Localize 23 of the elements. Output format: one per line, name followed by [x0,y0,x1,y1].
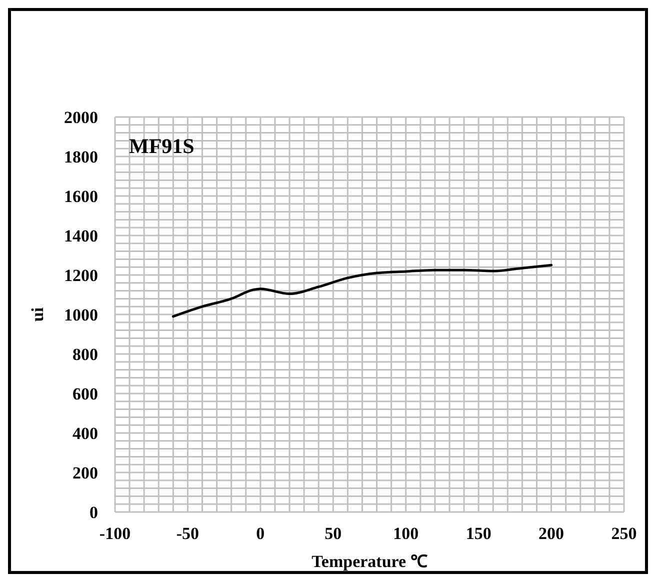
y-tick-label: 1800 [64,148,98,166]
y-tick-label: 2000 [64,108,98,127]
y-tick-label: 1400 [64,226,98,246]
annotation: MF91S [129,134,194,158]
x-tick-label: 200 [538,524,564,543]
x-tick-label: 50 [324,524,342,543]
y-tick-label: 1200 [64,266,98,285]
y-axis-title: ui [28,307,47,322]
x-tick-label: -100 [99,524,131,543]
line-series [172,264,553,318]
y-tick-label: 1000 [64,306,98,324]
x-tick-label: 100 [393,524,419,543]
x-axis-title: Temperature ℃ [312,552,428,571]
y-tick-label: 0 [90,503,98,522]
y-tick-label: 600 [72,384,98,404]
y-tick-label: 800 [72,345,98,364]
y-tick-label: 1600 [64,187,98,206]
x-tick-label: -50 [176,524,200,543]
y-tick-label: 400 [72,424,98,443]
x-tick-label: 250 [611,524,637,543]
y-tick-label: 200 [72,464,98,482]
x-tick-label: 0 [256,524,265,543]
x-tick-label: 150 [466,524,492,543]
